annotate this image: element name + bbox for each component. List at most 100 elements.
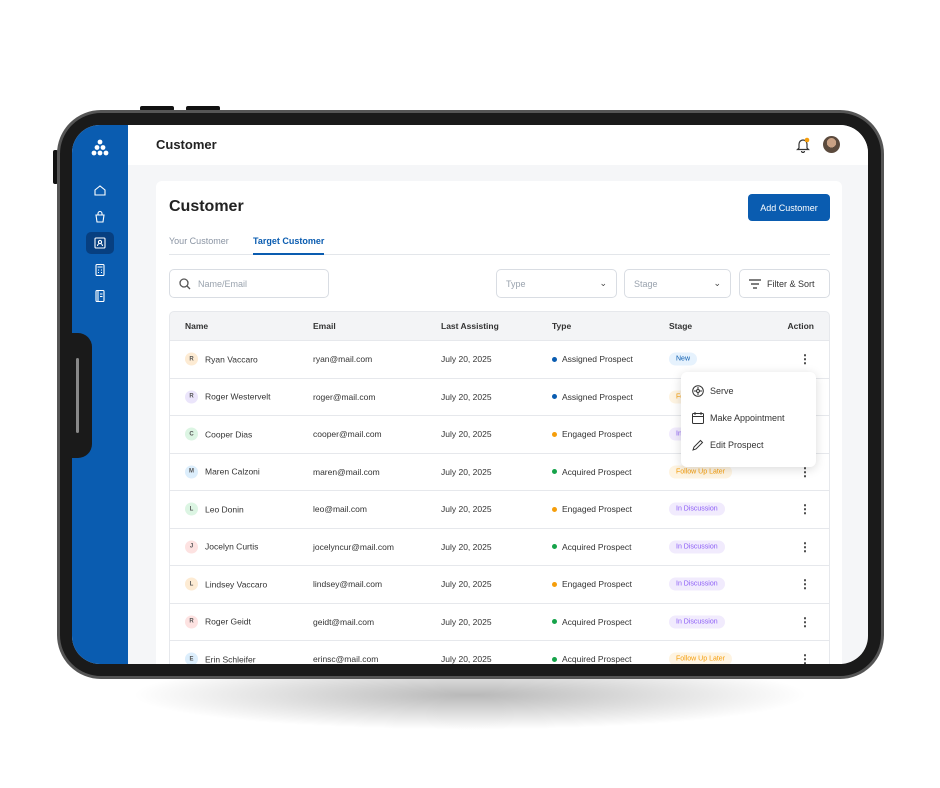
app-screen: Customer Customer Add Customer Your Cust…	[72, 125, 868, 664]
type-label: Acquired Prospect	[562, 541, 632, 552]
contact-icon	[94, 237, 106, 249]
type-dot	[552, 469, 557, 475]
pencil-icon	[692, 439, 704, 451]
avatar[interactable]	[823, 136, 840, 153]
menu-item-make-appointment[interactable]: Make Appointment	[692, 412, 785, 424]
menu-item-label: Make Appointment	[710, 413, 785, 423]
table-row[interactable]: L Leo Donin leo@mail.com July 20, 2025 En…	[169, 491, 830, 529]
name-cell: M Maren Calzoni	[185, 465, 260, 479]
customer-name: Maren Calzoni	[205, 466, 260, 477]
column-header: Last Assisting	[441, 321, 499, 331]
tab-your-customer[interactable]: Your Customer	[169, 236, 229, 246]
table-row[interactable]: R Roger Geidt geidt@mail.com July 20, 202…	[169, 603, 830, 641]
name-cell: L Leo Donin	[185, 502, 244, 516]
type-label: Acquired Prospect	[562, 654, 632, 664]
name-cell: J Jocelyn Curtis	[185, 540, 259, 554]
sidebar-item-bag[interactable]	[86, 206, 114, 228]
stage-badge: Follow Up Later	[669, 465, 733, 479]
avatar-initial: R	[185, 615, 198, 629]
type-dot	[552, 506, 557, 512]
customer-name: Ryan Vaccaro	[205, 354, 258, 365]
type-label: Acquired Prospect	[562, 466, 632, 477]
name-cell: L Lindsey Vaccaro	[185, 577, 267, 591]
more-options-icon[interactable]: ⋮	[799, 614, 811, 629]
table-row[interactable]: E Erin Schleifer erinsc@mail.com July 20,…	[169, 641, 830, 664]
more-options-icon[interactable]: ⋮	[799, 652, 811, 664]
stage-cell: New	[669, 352, 698, 366]
customer-name: Erin Schleifer	[205, 654, 256, 664]
menu-item-serve[interactable]: Serve	[692, 385, 734, 397]
bell-icon[interactable]	[796, 137, 810, 158]
stage-cell: In Discussion	[669, 540, 725, 554]
table-row[interactable]: L Lindsey Vaccaro lindsey@mail.com July 2…	[169, 566, 830, 604]
more-options-icon[interactable]: ⋮	[799, 464, 811, 479]
sidebar-item-contact[interactable]	[86, 232, 114, 254]
header-title: Customer	[156, 137, 217, 152]
date-cell: July 20, 2025	[441, 354, 492, 365]
email-cell: cooper@mail.com	[313, 429, 382, 440]
stage-cell: In Discussion	[669, 502, 725, 516]
more-options-icon[interactable]: ⋮	[799, 502, 811, 517]
top-bar: Customer	[128, 125, 868, 165]
email-cell: roger@mail.com	[313, 391, 376, 402]
type-cell: Assigned Prospect	[552, 354, 633, 364]
name-cell: R Roger Geidt	[185, 615, 251, 629]
type-label: Assigned Prospect	[562, 354, 633, 365]
page-title: Customer	[169, 198, 244, 215]
stage-cell: In Discussion	[669, 577, 725, 591]
sidebar-item-calculator[interactable]	[86, 259, 114, 281]
customer-name: Leo Donin	[205, 504, 244, 515]
type-cell: Engaged Prospect	[552, 429, 632, 439]
stage-badge: In Discussion	[669, 577, 725, 591]
search-input[interactable]: Name/Email	[169, 269, 329, 298]
type-dot	[552, 619, 557, 625]
filter-sort-label: Filter & Sort	[767, 278, 815, 289]
email-cell: jocelyncur@mail.com	[313, 541, 394, 552]
search-placeholder: Name/Email	[198, 278, 248, 289]
type-label: Acquired Prospect	[562, 616, 632, 627]
stage-badge: In Discussion	[669, 615, 725, 629]
avatar-initial: L	[185, 577, 198, 591]
device-button	[53, 150, 58, 184]
type-label: Engaged Prospect	[562, 579, 632, 590]
sidebar-item-home[interactable]	[86, 179, 114, 201]
type-dropdown[interactable]: Type ⌄	[496, 269, 617, 298]
type-cell: Engaged Prospect	[552, 579, 632, 589]
chevron-down-icon: ⌄	[599, 278, 607, 288]
avatar-initial: M	[185, 465, 198, 479]
notebook-icon	[95, 289, 105, 303]
email-cell: ryan@mail.com	[313, 354, 373, 365]
type-dot	[552, 581, 557, 587]
type-label: Engaged Prospect	[562, 504, 632, 515]
table-row[interactable]: M Maren Calzoni maren@mail.com July 20, 2…	[169, 453, 830, 491]
customer-table: Name Email Last Assisting Type Stage Action R…	[169, 311, 830, 664]
filter-sort-button[interactable]: Filter & Sort	[739, 269, 830, 298]
column-header: Stage	[669, 321, 693, 331]
avatar-initial: R	[185, 352, 198, 366]
more-options-icon[interactable]: ⋮	[799, 539, 811, 554]
type-dot	[552, 656, 557, 662]
date-cell: July 20, 2025	[441, 466, 492, 477]
type-cell: Engaged Prospect	[552, 504, 632, 514]
device-camera-notch	[72, 333, 92, 458]
table-header: Name Email Last Assisting Type Stage Action	[169, 311, 830, 341]
date-cell: July 20, 2025	[441, 429, 492, 440]
stage-dropdown[interactable]: Stage ⌄	[624, 269, 731, 298]
tabs: Your Customer Target Customer	[169, 236, 830, 255]
customer-name: Jocelyn Curtis	[205, 541, 259, 552]
date-cell: July 20, 2025	[441, 616, 492, 627]
stage-label: Stage	[634, 278, 658, 289]
email-cell: leo@mail.com	[313, 504, 367, 515]
tab-target-customer[interactable]: Target Customer	[253, 236, 325, 255]
more-options-icon[interactable]: ⋮	[799, 352, 811, 367]
table-row[interactable]: J Jocelyn Curtis jocelyncur@mail.com July…	[169, 528, 830, 566]
home-icon	[94, 185, 106, 196]
more-options-icon[interactable]: ⋮	[799, 577, 811, 592]
avatar-initial: L	[185, 502, 198, 516]
add-customer-button[interactable]: Add Customer	[748, 194, 830, 221]
sidebar-item-notebook[interactable]	[86, 285, 114, 307]
table-row[interactable]: R Ryan Vaccaro ryan@mail.com July 20, 202…	[169, 341, 830, 379]
menu-item-edit-prospect[interactable]: Edit Prospect	[692, 439, 764, 451]
date-cell: July 20, 2025	[441, 391, 492, 402]
avatar-initial: J	[185, 540, 198, 554]
